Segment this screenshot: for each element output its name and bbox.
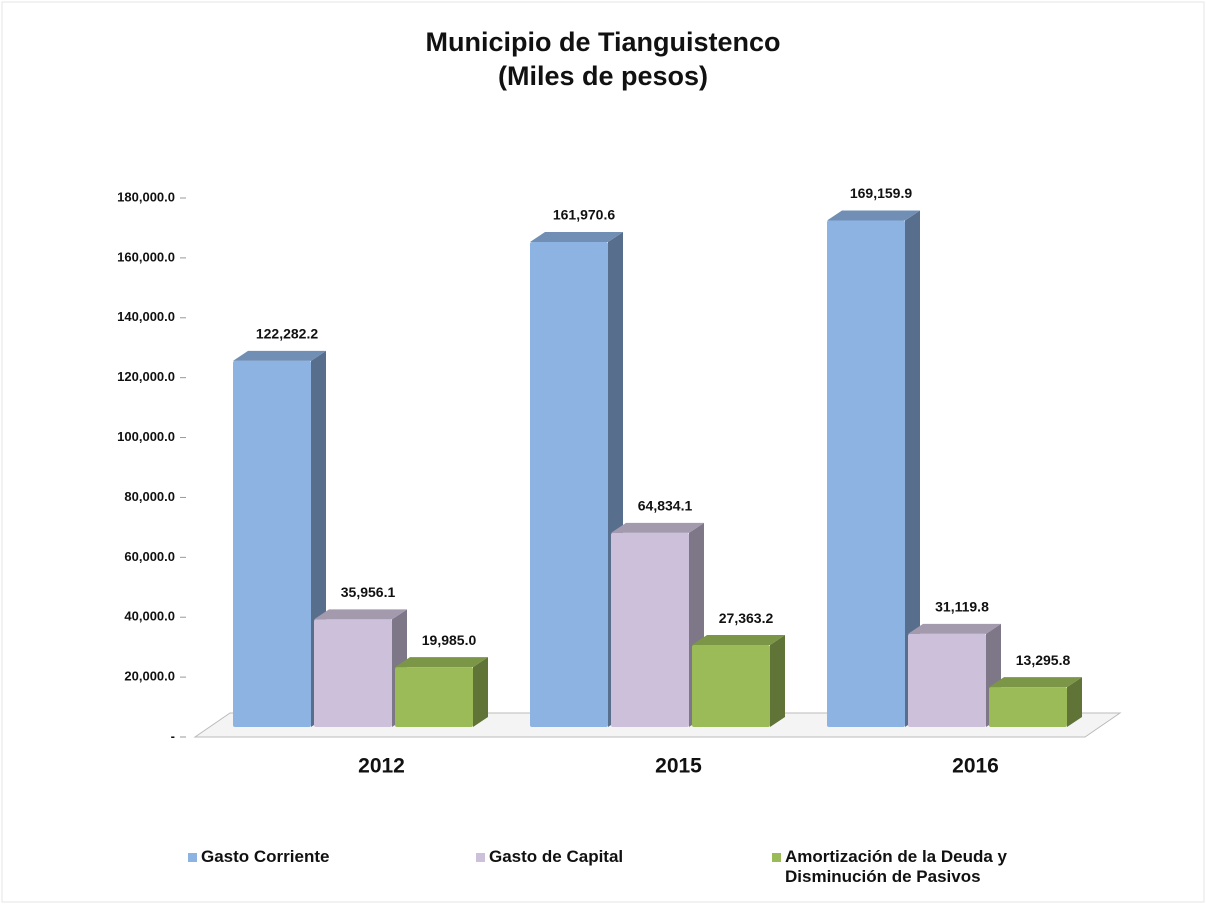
bar-side <box>905 210 920 727</box>
bar-top <box>233 350 326 361</box>
data-label: 169,159.9 <box>850 185 912 201</box>
y-tick-label: 160,000.0 <box>117 249 175 264</box>
bar-top <box>395 657 488 668</box>
x-tick-label: 2015 <box>655 755 702 778</box>
y-tick-label: 60,000.0 <box>124 549 175 564</box>
bar-top <box>692 635 785 646</box>
bar-side <box>770 635 785 727</box>
x-tick-label: 2016 <box>952 755 999 778</box>
y-tick-label: 100,000.0 <box>117 429 175 444</box>
legend-swatch <box>476 853 485 862</box>
bar <box>233 360 311 727</box>
bar <box>530 241 608 727</box>
bar-top <box>908 623 1001 634</box>
data-label: 35,956.1 <box>341 584 396 600</box>
data-label: 31,119.8 <box>935 599 989 615</box>
legend-item: Gasto de Capital <box>476 847 756 867</box>
data-label: 13,295.8 <box>1016 652 1071 668</box>
y-tick-label: 180,000.0 <box>117 189 175 204</box>
data-label: 19,985.0 <box>422 632 477 648</box>
bar-side <box>473 657 488 727</box>
bar-top <box>611 522 704 533</box>
data-label: 64,834.1 <box>638 498 693 514</box>
bar-top <box>989 677 1082 688</box>
bar <box>827 220 905 727</box>
legend-label: Amortización de la Deuda y Disminución d… <box>785 847 1007 886</box>
y-tick-label: 120,000.0 <box>117 369 175 384</box>
bar-top <box>530 231 623 242</box>
data-label: 161,970.6 <box>553 207 615 223</box>
bar-top <box>314 609 407 620</box>
bar-side <box>1067 677 1082 727</box>
bar-top <box>827 210 920 221</box>
bar <box>611 532 689 727</box>
bar <box>692 645 770 727</box>
legend-swatch <box>772 853 781 862</box>
data-label: 122,282.2 <box>256 326 318 342</box>
y-tick-label: - <box>171 728 175 743</box>
y-tick-label: 80,000.0 <box>124 489 175 504</box>
legend-swatch <box>188 853 197 862</box>
bar <box>908 633 986 727</box>
legend-item: Amortización de la Deuda y Disminución d… <box>772 847 1042 887</box>
y-tick-label: 140,000.0 <box>117 309 175 324</box>
y-tick-label: 20,000.0 <box>124 669 175 684</box>
x-tick-label: 2012 <box>358 755 405 778</box>
y-tick-label: 40,000.0 <box>124 609 175 624</box>
data-label: 27,363.2 <box>719 610 774 626</box>
legend-item: Gasto Corriente <box>188 847 458 867</box>
legend-label: Gasto de Capital <box>489 847 624 866</box>
legend-label: Gasto Corriente <box>201 847 330 866</box>
bar <box>395 667 473 727</box>
chart-title: Municipio de Tianguistenco <box>425 27 780 57</box>
chart-subtitle: (Miles de pesos) <box>498 61 708 91</box>
bar <box>314 619 392 727</box>
bar <box>989 687 1067 727</box>
